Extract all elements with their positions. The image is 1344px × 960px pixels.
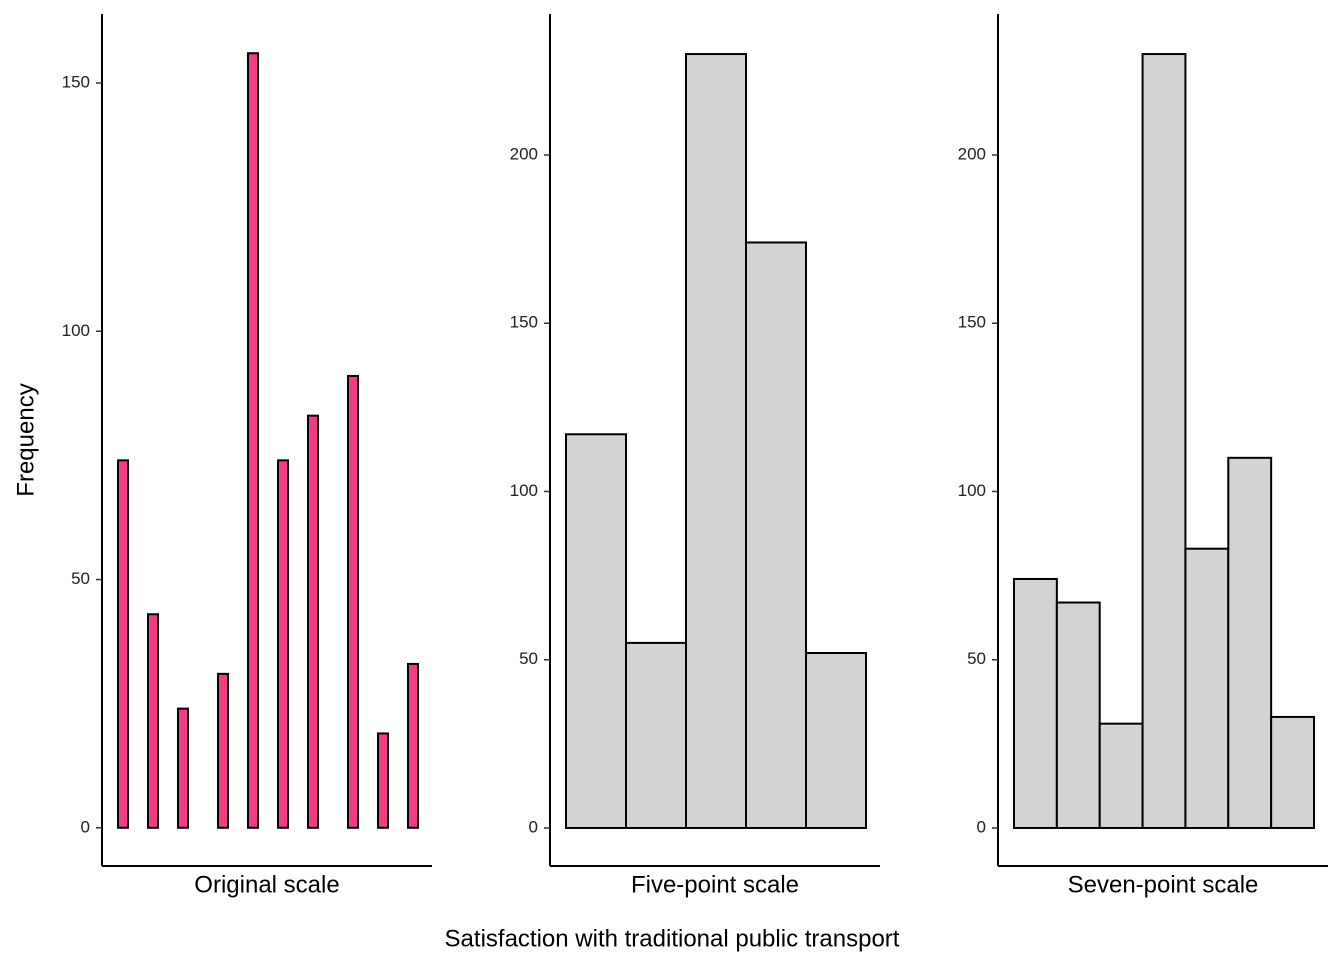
y-tick-label: 100 <box>62 321 90 340</box>
y-tick-label: 100 <box>958 481 986 500</box>
y-tick-label: 50 <box>71 569 90 588</box>
y-tick-label: 150 <box>62 72 90 91</box>
bar <box>685 53 747 829</box>
y-tick-label: 0 <box>977 817 986 836</box>
y-tick-label: 200 <box>958 144 986 163</box>
bar <box>1098 722 1144 829</box>
bar <box>177 707 189 829</box>
bar <box>1270 715 1315 829</box>
bar <box>347 374 359 829</box>
bar <box>625 641 687 829</box>
panel-label: Original scale <box>194 871 339 898</box>
bar <box>1227 456 1273 829</box>
bar <box>1055 601 1101 829</box>
bar <box>117 459 129 829</box>
y-tick-label: 150 <box>958 313 986 332</box>
bar <box>805 652 867 829</box>
bar <box>1184 547 1230 829</box>
bar <box>745 241 807 829</box>
panel-label: Seven-point scale <box>1068 871 1259 898</box>
y-tick-label: 50 <box>967 649 986 668</box>
bar <box>407 662 419 829</box>
bar <box>1013 577 1058 829</box>
y-tick-label: 0 <box>529 817 538 836</box>
bar <box>307 414 319 829</box>
bar <box>565 433 627 829</box>
y-tick-label: 0 <box>81 817 90 836</box>
y-tick-label: 200 <box>510 144 538 163</box>
bar <box>1141 53 1187 829</box>
y-tick-label: 150 <box>510 313 538 332</box>
y-axis-title: Frequency <box>12 383 39 496</box>
bar <box>277 459 289 829</box>
x-axis-title: Satisfaction with traditional public tra… <box>445 925 900 952</box>
panel-label: Five-point scale <box>631 871 799 898</box>
bar <box>377 732 389 829</box>
bar <box>217 672 229 829</box>
y-tick-label: 100 <box>510 481 538 500</box>
bar <box>147 613 159 829</box>
bar <box>247 52 259 829</box>
y-tick-label: 50 <box>519 649 538 668</box>
